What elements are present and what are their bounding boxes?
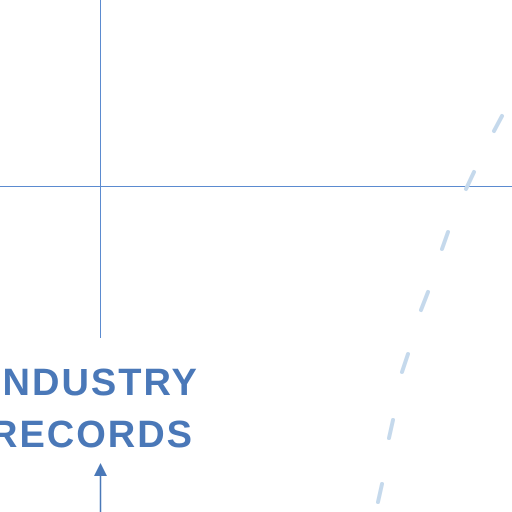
annotation-label-line-2: RECORDS (0, 414, 195, 456)
dashed-trend-line (376, 114, 504, 504)
annotation-label-line-1: INDUSTRY (0, 362, 199, 404)
annotation-arrow (94, 463, 107, 512)
arrow-head-icon (94, 463, 107, 476)
